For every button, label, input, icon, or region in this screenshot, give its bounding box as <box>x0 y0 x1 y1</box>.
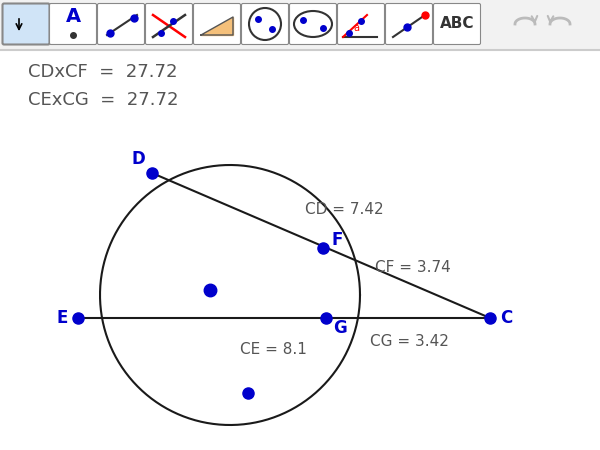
Text: CD = 7.42: CD = 7.42 <box>305 202 383 217</box>
Bar <box>0 0 600 50</box>
Text: F: F <box>331 231 343 249</box>
Text: A: A <box>65 8 80 27</box>
Text: D: D <box>131 150 145 168</box>
FancyBboxPatch shape <box>146 4 193 45</box>
Polygon shape <box>201 17 233 35</box>
Text: E: E <box>56 309 68 327</box>
Text: G: G <box>333 319 347 337</box>
Text: CF = 3.74: CF = 3.74 <box>375 261 451 275</box>
FancyBboxPatch shape <box>49 4 97 45</box>
Text: CExCG  =  27.72: CExCG = 27.72 <box>28 91 179 109</box>
Text: CDxCF  =  27.72: CDxCF = 27.72 <box>28 63 178 81</box>
FancyBboxPatch shape <box>386 4 433 45</box>
FancyBboxPatch shape <box>337 4 385 45</box>
Text: CE = 8.1: CE = 8.1 <box>240 342 307 357</box>
FancyBboxPatch shape <box>2 4 49 45</box>
FancyBboxPatch shape <box>290 4 337 45</box>
FancyBboxPatch shape <box>241 4 289 45</box>
Text: ABC: ABC <box>440 17 474 32</box>
FancyBboxPatch shape <box>433 4 481 45</box>
FancyBboxPatch shape <box>97 4 145 45</box>
Text: C: C <box>500 309 512 327</box>
Text: a: a <box>353 23 359 33</box>
FancyBboxPatch shape <box>193 4 241 45</box>
Text: CG = 3.42: CG = 3.42 <box>370 334 449 350</box>
